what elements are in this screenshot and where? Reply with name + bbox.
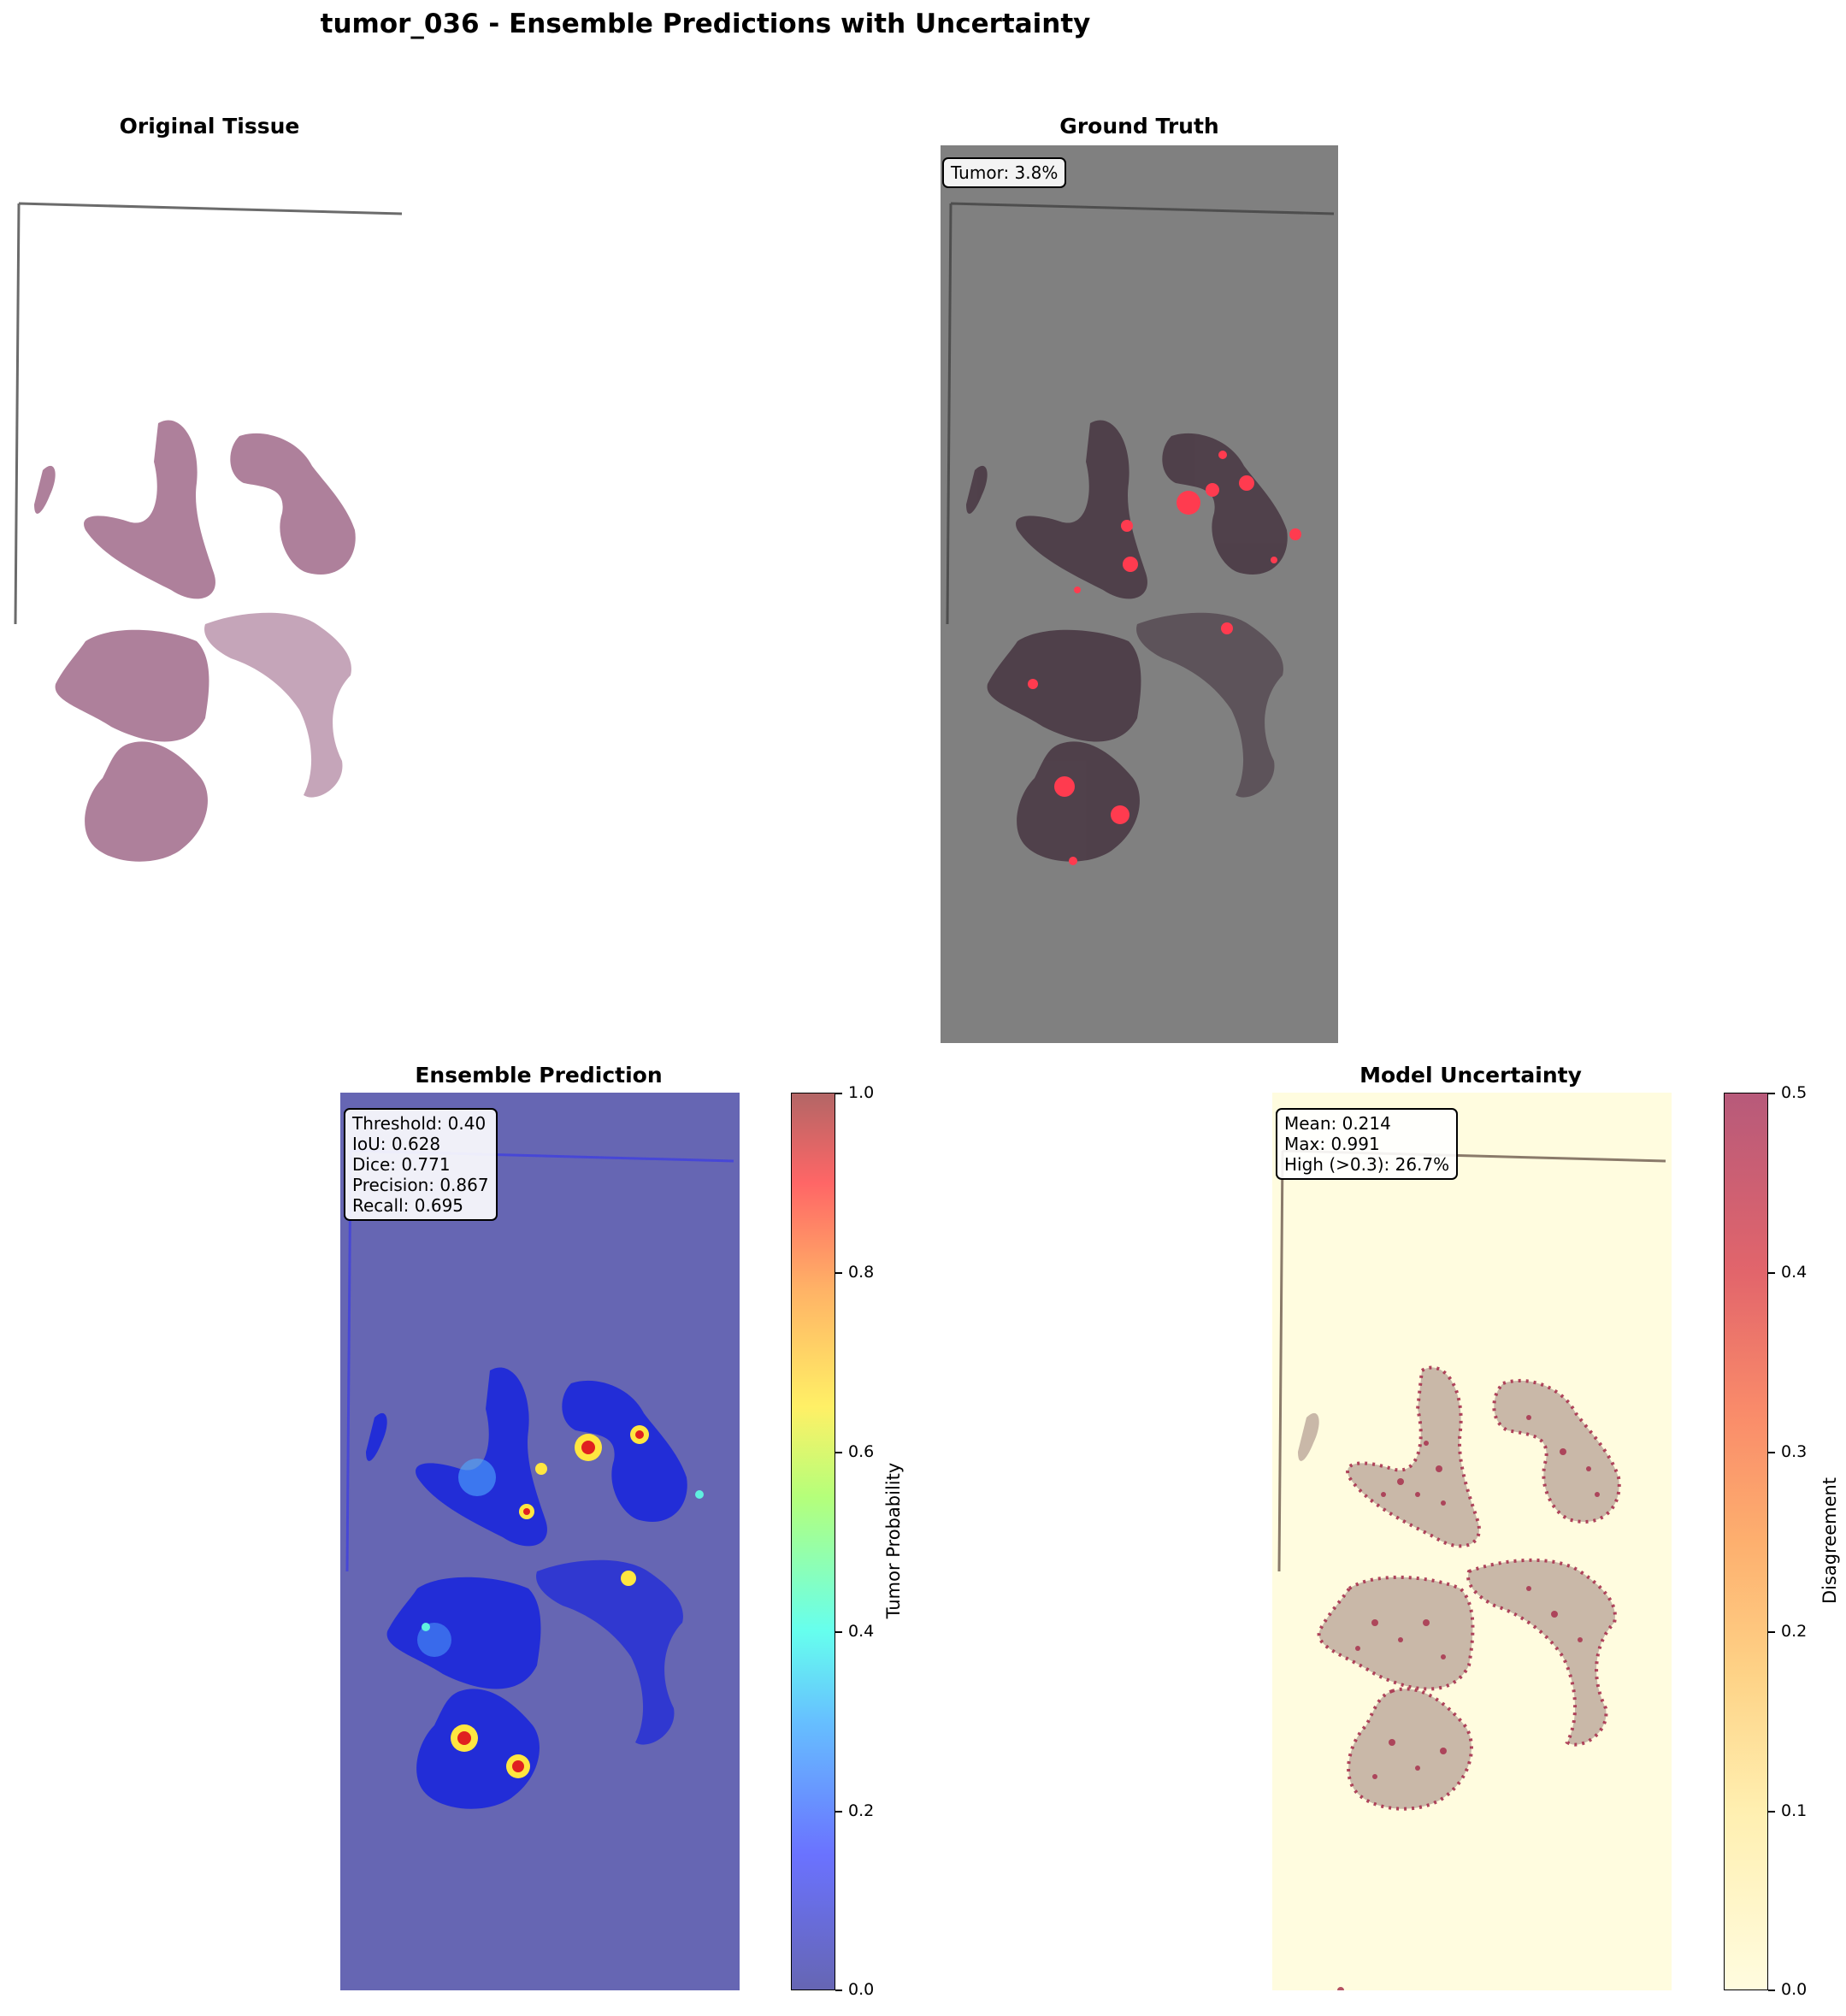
ensemble-prediction-image: Threshold: 0.40 IoU: 0.628 Dice: 0.771 P… [340, 1093, 740, 1990]
uncertainty-colorbar-tick: 0.1 [1781, 1801, 1808, 1820]
prediction-metrics-box: Threshold: 0.40 IoU: 0.628 Dice: 0.771 P… [344, 1108, 498, 1221]
metric-precision: Precision: 0.867 [352, 1175, 489, 1195]
uncertainty-colorbar-label: Disagreement [1819, 1477, 1840, 1605]
ensemble-prediction-title: Ensemble Prediction [415, 1063, 663, 1088]
prediction-colorbar-tick: 0.0 [848, 1980, 875, 1999]
metric-dice: Dice: 0.771 [352, 1154, 451, 1175]
uncertainty-colorbar-tick: 0.4 [1781, 1263, 1808, 1282]
original-tissue-image [9, 145, 410, 1043]
uncertainty-metrics-box: Mean: 0.214 Max: 0.991 High (>0.3): 26.7… [1276, 1108, 1459, 1180]
uncertainty-colorbar-tick: 0.0 [1781, 1980, 1808, 1999]
figure-title: tumor_036 - Ensemble Predictions with Un… [320, 9, 1091, 39]
metric-threshold: Threshold: 0.40 [352, 1113, 487, 1134]
metric-mean: Mean: 0.214 [1284, 1113, 1391, 1134]
prediction-colorbar-tick: 1.0 [848, 1083, 875, 1102]
prediction-colorbar-tick: 0.4 [848, 1622, 875, 1641]
model-uncertainty-image: Mean: 0.214 Max: 0.991 High (>0.3): 26.7… [1272, 1093, 1672, 1990]
prediction-colorbar [791, 1093, 835, 1990]
metric-iou: IoU: 0.628 [352, 1134, 441, 1154]
prediction-colorbar-tick: 0.2 [848, 1801, 875, 1820]
prediction-colorbar-tick: 0.8 [848, 1263, 875, 1282]
prediction-colorbar-tick: 0.6 [848, 1442, 875, 1461]
metric-recall: Recall: 0.695 [352, 1195, 464, 1216]
uncertainty-colorbar-tick: 0.3 [1781, 1442, 1808, 1461]
metric-high: High (>0.3): 26.7% [1284, 1154, 1450, 1175]
uncertainty-colorbar-tick: 0.2 [1781, 1622, 1808, 1641]
uncertainty-colorbar [1724, 1093, 1768, 1990]
prediction-colorbar-label: Tumor Probability [883, 1462, 904, 1619]
tumor-percent-label: Tumor: 3.8% [942, 157, 1067, 188]
model-uncertainty-title: Model Uncertainty [1359, 1063, 1582, 1088]
ground-truth-title: Ground Truth [1059, 114, 1219, 139]
original-tissue-title: Original Tissue [119, 114, 300, 139]
uncertainty-colorbar-tick: 0.5 [1781, 1083, 1808, 1102]
ground-truth-image: Tumor: 3.8% [941, 145, 1338, 1043]
metric-max: Max: 0.991 [1284, 1134, 1380, 1154]
